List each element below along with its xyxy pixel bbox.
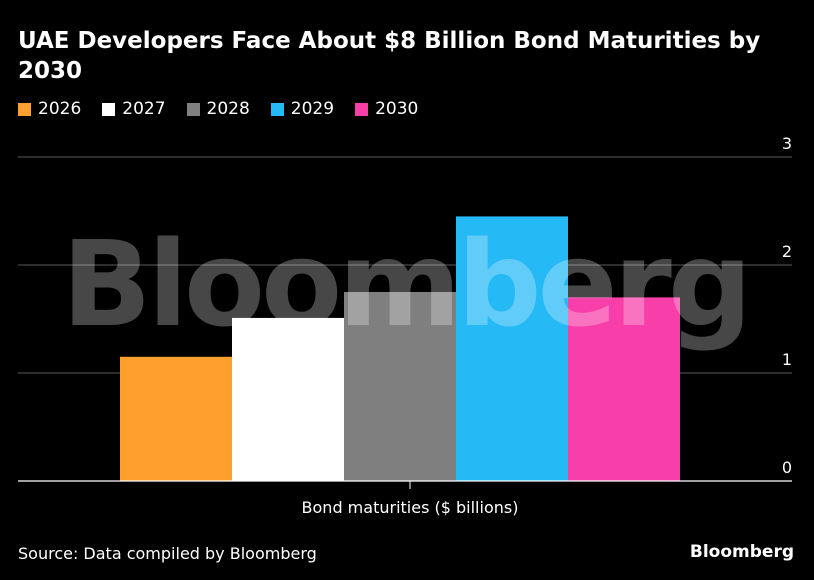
legend-label-2027: 2027 [122,99,166,119]
source-note: Source: Data compiled by Bloomberg [18,544,317,563]
bar-2029 [456,216,568,481]
legend-item-2028: 2028 [186,99,250,119]
legend-item-2029: 2029 [270,99,335,119]
y-tick-label: 2 [782,242,792,261]
legend-label-2029: 2029 [290,99,335,119]
bar-2027 [232,317,344,481]
brand-logo: Bloomberg [689,542,794,562]
y-tick-label: 0 [782,458,792,477]
legend: 2026 2027 2028 2029 2030 [18,99,418,119]
legend-item-2026: 2026 [18,99,81,119]
bloomberg-watermark: Bloomberg [62,215,749,353]
bar-2026 [120,356,232,481]
legend-swatch-2030 [355,102,369,116]
legend-swatch-2029 [270,102,284,116]
legend-swatch-2028 [186,102,200,116]
x-category-label: Bond maturities ($ billions) [302,498,519,517]
legend-item-2030: 2030 [355,99,418,119]
legend-swatch-2027 [102,102,116,116]
chart-title: UAE Developers Face About $8 Billion Bon… [18,28,761,84]
legend-swatch-2026 [18,102,31,116]
bar-2028 [344,292,456,481]
bar-2030 [568,297,680,481]
legend-label-2028: 2028 [206,99,250,119]
y-tick-label: 3 [782,134,792,153]
legend-label-2030: 2030 [375,99,419,119]
legend-label-2026: 2026 [38,99,82,119]
legend-item-2027: 2027 [102,99,166,119]
y-tick-label: 1 [782,350,792,369]
